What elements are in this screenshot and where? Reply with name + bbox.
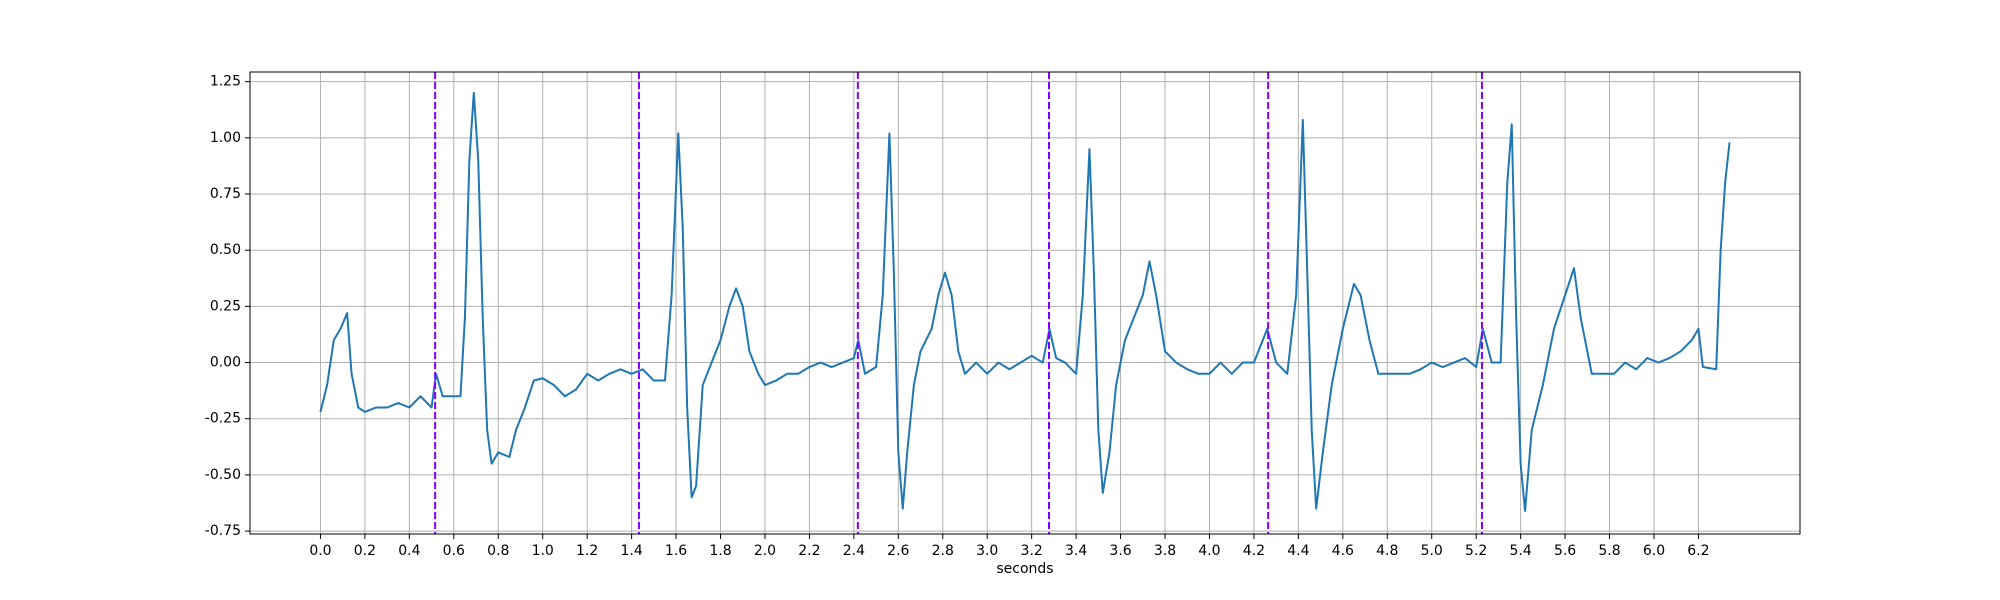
y-tick-label: -0.75 bbox=[205, 523, 241, 539]
x-tick-label: 4.0 bbox=[1198, 543, 1220, 559]
x-tick-label: 1.0 bbox=[532, 543, 554, 559]
x-tick-label: 5.2 bbox=[1465, 543, 1487, 559]
x-tick-label: 5.4 bbox=[1509, 543, 1531, 559]
y-tick-label: 0.50 bbox=[210, 242, 241, 258]
y-tick-label: -0.25 bbox=[205, 411, 241, 427]
x-tick-label: 3.4 bbox=[1065, 543, 1087, 559]
x-axis-label: seconds bbox=[996, 561, 1053, 577]
plot-frame bbox=[249, 71, 1801, 535]
y-tick-label: -0.50 bbox=[205, 467, 241, 483]
signal-line bbox=[319, 91, 1731, 512]
x-tick-label: 3.2 bbox=[1021, 543, 1043, 559]
x-tick-label: 5.0 bbox=[1421, 543, 1443, 559]
y-tick-label: 0.75 bbox=[210, 186, 241, 202]
x-tick-label: 5.6 bbox=[1554, 543, 1576, 559]
x-tick-label: 6.0 bbox=[1643, 543, 1665, 559]
x-tick-label: 0.4 bbox=[398, 543, 420, 559]
x-tick-label: 1.6 bbox=[665, 543, 687, 559]
y-tick-label: 1.25 bbox=[210, 74, 241, 90]
x-tick-label: 4.2 bbox=[1243, 543, 1265, 559]
x-tick-label: 6.2 bbox=[1687, 543, 1709, 559]
x-tick-label: 0.0 bbox=[309, 543, 331, 559]
x-tick-label: 5.8 bbox=[1598, 543, 1620, 559]
x-tick-label: 1.4 bbox=[620, 543, 642, 559]
y-tick-label: 0.00 bbox=[210, 355, 241, 371]
x-tick-label: 3.8 bbox=[1154, 543, 1176, 559]
x-tick-label: 2.2 bbox=[798, 543, 820, 559]
x-tick-label: 4.4 bbox=[1287, 543, 1309, 559]
x-tick-label: 4.8 bbox=[1376, 543, 1398, 559]
x-tick-label: 1.8 bbox=[709, 543, 731, 559]
x-tick-label: 0.2 bbox=[354, 543, 376, 559]
x-tick-label: 3.6 bbox=[1109, 543, 1131, 559]
x-tick-label: 0.8 bbox=[487, 543, 509, 559]
x-tick-label: 0.6 bbox=[443, 543, 465, 559]
x-tick-label: 4.6 bbox=[1332, 543, 1354, 559]
x-tick-label: 1.2 bbox=[576, 543, 598, 559]
x-tick-label: 3.0 bbox=[976, 543, 998, 559]
x-tick-label: 2.6 bbox=[887, 543, 909, 559]
x-tick-label: 2.8 bbox=[932, 543, 954, 559]
y-tick-label: 0.25 bbox=[210, 298, 241, 314]
y-tick-label: 1.00 bbox=[210, 130, 241, 146]
x-tick-label: 2.4 bbox=[843, 543, 865, 559]
x-tick-label: 2.0 bbox=[754, 543, 776, 559]
